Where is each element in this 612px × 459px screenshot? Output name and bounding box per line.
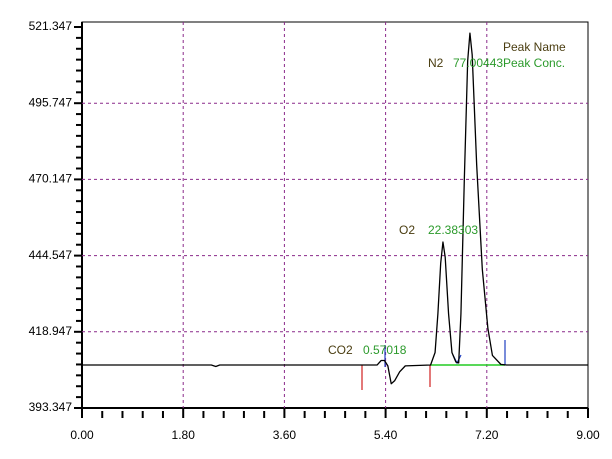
peak-name: N2	[428, 56, 444, 70]
x-tick-label: 1.80	[172, 428, 196, 442]
minor-ticks	[76, 36, 569, 418]
x-tick-label: 5.40	[374, 428, 398, 442]
y-tick-label: 521.347	[29, 19, 73, 33]
y-tick-label: 444.547	[29, 248, 73, 262]
y-tick-label: 470.147	[29, 172, 73, 186]
peak-conc: 22.38303	[428, 223, 478, 237]
peak-name: CO2	[328, 343, 353, 357]
trace-line	[82, 32, 588, 385]
y-tick-label: 393.347	[29, 400, 73, 414]
plot	[82, 32, 588, 385]
peak-name: O2	[399, 223, 415, 237]
legend-conc: Peak Conc.	[503, 56, 565, 70]
x-tick-label: 3.60	[273, 428, 297, 442]
peak-conc: 77.00443	[453, 56, 503, 70]
y-tick-label: 495.747	[29, 95, 73, 109]
x-tick-label: 7.20	[475, 428, 499, 442]
x-tick-label: 0.00	[70, 428, 94, 442]
grid	[82, 22, 588, 408]
peak-conc: 0.57018	[363, 343, 407, 357]
legend-name: Peak Name	[503, 40, 566, 54]
y-tick-label: 418.947	[29, 324, 73, 338]
x-tick-label: 9.00	[576, 428, 600, 442]
